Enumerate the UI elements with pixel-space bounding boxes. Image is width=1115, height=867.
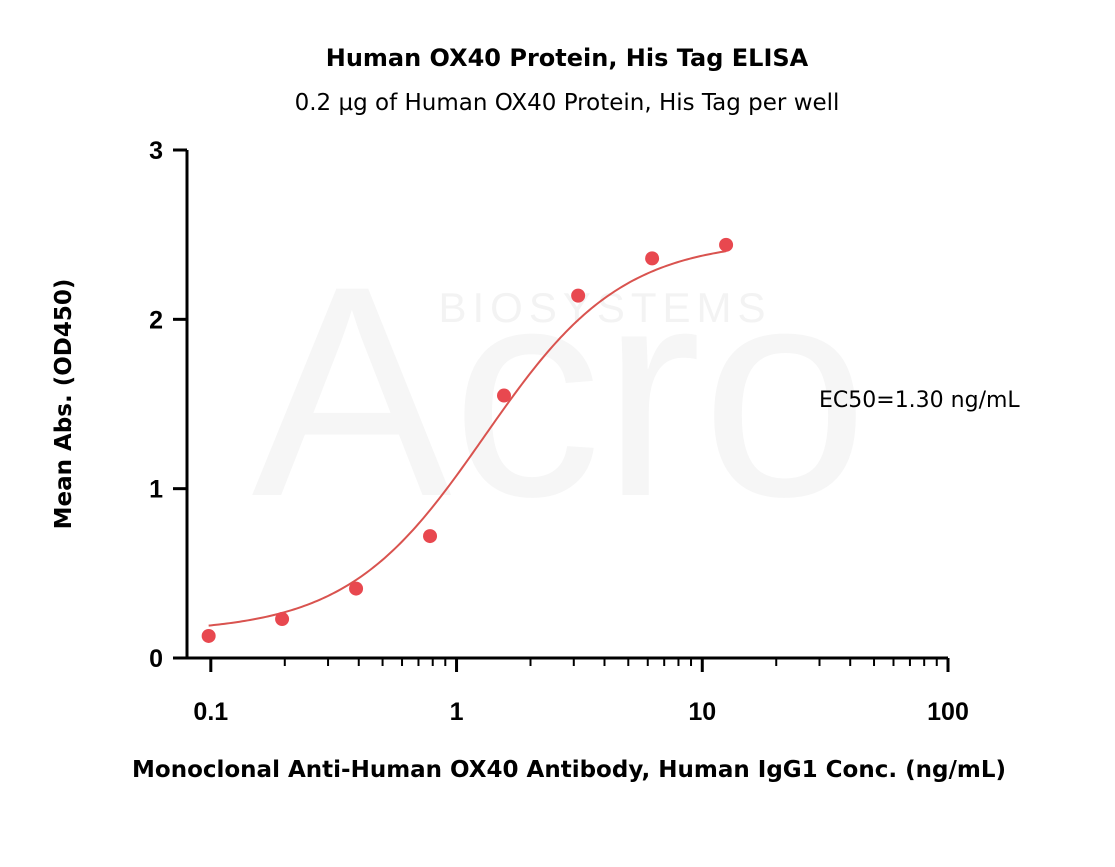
- y-tick-label: 0: [149, 645, 163, 673]
- watermark-logo: Acro BIOSYSTEMS: [252, 223, 869, 559]
- data-point: [719, 237, 734, 252]
- data-point: [571, 288, 586, 303]
- chart-subtitle: 0.2 µg of Human OX40 Protein, His Tag pe…: [295, 90, 840, 116]
- watermark-logo-text: Acro: [252, 223, 869, 559]
- x-tick-label: 10: [688, 698, 716, 726]
- x-axis-label: Monoclonal Anti-Human OX40 Antibody, Hum…: [132, 757, 1006, 783]
- watermark-text: BIOSYSTEMS: [438, 284, 771, 331]
- chart-title: Human OX40 Protein, His Tag ELISA: [326, 44, 809, 72]
- ec50-annotation: EC50=1.30 ng/mL: [819, 388, 1020, 413]
- data-point: [423, 529, 438, 544]
- data-point: [275, 612, 290, 627]
- y-axis-label: Mean Abs. (OD450): [51, 279, 77, 530]
- fit-curve: [208, 250, 727, 627]
- data-points: [201, 237, 734, 643]
- data-point: [349, 581, 364, 596]
- data-point: [201, 628, 216, 643]
- x-tick-label: 0.1: [193, 698, 228, 726]
- data-point: [496, 388, 511, 403]
- y-tick-label: 3: [149, 137, 163, 165]
- x-tick-label: 1: [450, 698, 464, 726]
- axes: 0.1 1 10 100 0 1 2 3: [149, 137, 969, 726]
- x-tick-label: 100: [927, 698, 969, 726]
- data-point: [645, 251, 660, 266]
- y-tick-label: 2: [149, 306, 163, 334]
- y-tick-label: 1: [149, 476, 163, 504]
